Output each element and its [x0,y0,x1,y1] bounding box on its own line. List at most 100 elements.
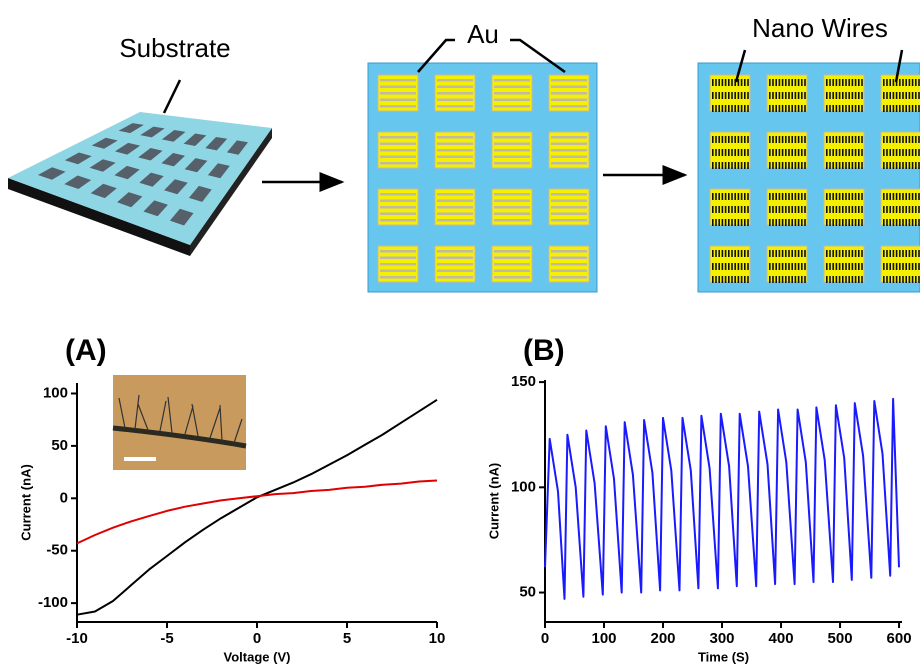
stripe [551,99,587,102]
stripe [437,270,473,273]
wire [855,105,857,112]
wire [845,92,847,99]
stripe [380,193,416,196]
wire [734,105,736,112]
wire [804,162,806,169]
wire [772,79,774,86]
wire [798,276,800,283]
wire [905,136,907,143]
stripe [494,92,530,95]
wire [893,193,895,200]
stripe [494,257,530,260]
stripe [551,270,587,273]
wire [836,149,838,156]
wire [896,193,898,200]
wire [848,219,850,226]
wire [744,219,746,226]
wire [798,263,800,270]
wire [769,250,771,257]
wire [741,206,743,213]
wire [915,162,917,169]
wire [829,136,831,143]
wire [747,105,749,112]
wire [718,263,720,270]
wire [852,193,854,200]
wire [832,79,834,86]
wire [836,136,838,143]
wire [785,206,787,213]
wire [832,149,834,156]
wire [842,79,844,86]
wire [744,193,746,200]
wire [791,263,793,270]
wire [861,206,863,213]
wire [861,136,863,143]
wire [734,162,736,169]
stripe [437,136,473,139]
wire [728,193,730,200]
wire [858,193,860,200]
wire [731,105,733,112]
wire [722,219,724,226]
y-tick-label: 50 [519,584,536,601]
wire [779,92,781,99]
wire [855,136,857,143]
wire [832,219,834,226]
wire [791,219,793,226]
y-tick-label: -100 [38,594,68,611]
wire [848,92,850,99]
stripe [380,79,416,82]
wire [858,162,860,169]
stripe [437,162,473,165]
wire [712,105,714,112]
stripe [437,149,473,152]
wire [798,149,800,156]
wire [902,136,904,143]
stripe [551,92,587,95]
wire [744,206,746,213]
wire [725,206,727,213]
wire [801,276,803,283]
wire [728,79,730,86]
wire [909,149,911,156]
wire [772,250,774,257]
wire [779,162,781,169]
wire [779,79,781,86]
wire [722,162,724,169]
wire [747,263,749,270]
wire [893,250,895,257]
stripe [380,250,416,253]
wire [728,149,730,156]
wire [883,79,885,86]
wire [738,276,740,283]
wire [731,136,733,143]
wire [725,79,727,86]
stripe [437,105,473,108]
wire [734,193,736,200]
wire [893,219,895,226]
wire [829,206,831,213]
wire [826,105,828,112]
wire [855,263,857,270]
wire [801,79,803,86]
wire [893,92,895,99]
stripe [380,149,416,152]
wire [902,105,904,112]
wire [855,193,857,200]
stripe [380,156,416,159]
wire [725,193,727,200]
stripe [494,136,530,139]
wire [902,276,904,283]
wire [791,79,793,86]
wire [893,162,895,169]
wire [852,162,854,169]
wire [896,206,898,213]
wire [829,250,831,257]
wire [795,250,797,257]
wire [899,276,901,283]
stripe [494,200,530,203]
wire [731,162,733,169]
wire [889,263,891,270]
wire [718,162,720,169]
stripe [380,86,416,89]
